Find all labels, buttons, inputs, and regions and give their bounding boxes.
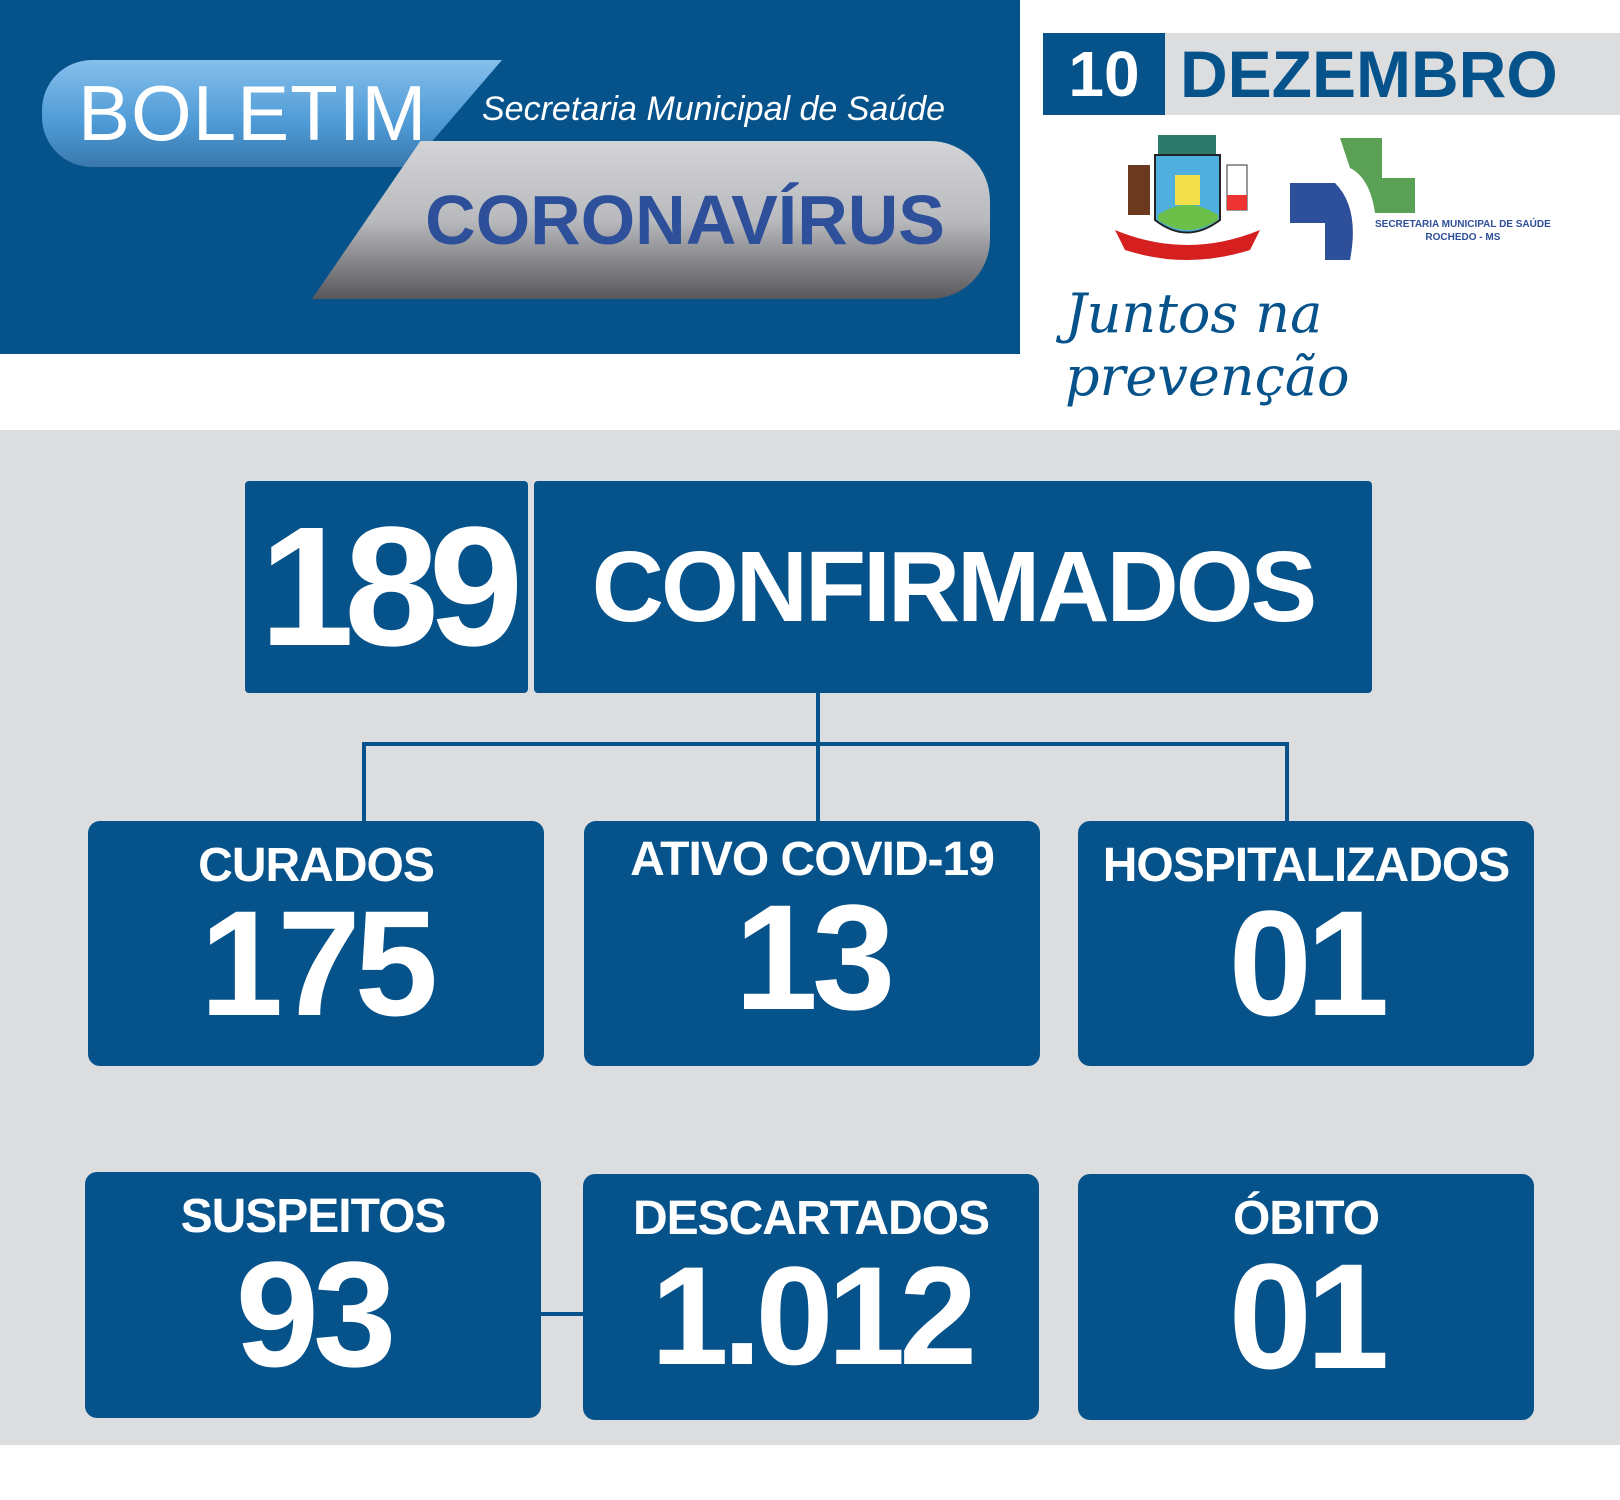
active-label: ATIVO COVID-19: [630, 833, 995, 886]
city-crest-logo: [1115, 135, 1260, 260]
connector: [362, 742, 1289, 746]
cured-value: 175: [199, 879, 438, 1047]
connector: [362, 742, 366, 821]
slogan: Juntos na prevenção: [1065, 282, 1350, 408]
date-day: 10: [1043, 33, 1165, 115]
connector: [816, 693, 820, 821]
hospitalized-value: 01: [1228, 879, 1390, 1047]
health-secretariat-text: SECRETARIA MUNICIPAL DE SAÚDE ROCHEDO - …: [1375, 218, 1551, 244]
hospitalized-label: HOSPITALIZADOS: [1102, 839, 1510, 892]
boletim-label: BOLETIM: [42, 60, 502, 167]
cured-card: CURADOS 175: [88, 821, 544, 1066]
active-value: 13: [734, 873, 896, 1041]
cured-label: CURADOS: [198, 839, 435, 892]
hospitalized-card: HOSPITALIZADOS 01: [1078, 821, 1534, 1066]
discarded-label: DESCARTADOS: [632, 1192, 990, 1245]
deaths-label: ÓBITO: [1232, 1192, 1380, 1245]
connector: [540, 1312, 585, 1316]
confirmed-label: CONFIRMADOS: [534, 481, 1372, 693]
subtitle: Secretaria Municipal de Saúde: [482, 90, 946, 128]
suspected-card: SUSPEITOS 93: [85, 1172, 541, 1418]
secretariat-line1: SECRETARIA MUNICIPAL DE SAÚDE: [1375, 219, 1551, 230]
secretariat-line2: ROCHEDO - MS: [1425, 232, 1501, 243]
page-title: CORONAVÍRUS: [312, 141, 990, 299]
health-secretariat-logo: [1290, 138, 1415, 260]
confirmed-count: 189: [245, 481, 528, 693]
date-month: DEZEMBRO: [1180, 37, 1558, 111]
suspected-value: 93: [235, 1230, 397, 1398]
discarded-value: 1.012: [650, 1237, 977, 1394]
active-card: ATIVO COVID-19 13: [584, 821, 1040, 1066]
connector: [1285, 742, 1289, 821]
discarded-card: DESCARTADOS 1.012: [583, 1174, 1039, 1420]
deaths-card: ÓBITO 01: [1078, 1174, 1534, 1420]
suspected-label: SUSPEITOS: [180, 1190, 447, 1243]
deaths-value: 01: [1228, 1232, 1390, 1400]
